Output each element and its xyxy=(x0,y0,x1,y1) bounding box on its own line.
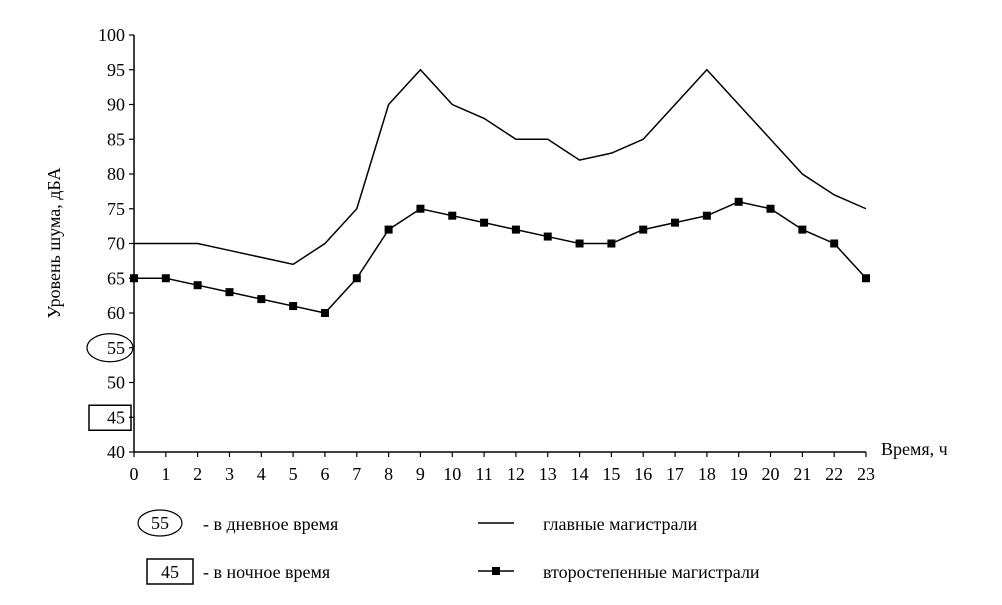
x-tick-label: 1 xyxy=(161,464,170,484)
y-tick-label: 95 xyxy=(107,60,125,80)
x-tick-label: 6 xyxy=(320,464,329,484)
series-2-point xyxy=(862,274,870,283)
x-tick-label: 12 xyxy=(507,464,525,484)
x-tick-label: 19 xyxy=(730,464,748,484)
x-tick-label: 21 xyxy=(793,464,811,484)
x-tick-label: 2 xyxy=(193,464,202,484)
series-2-point xyxy=(511,225,520,234)
x-tick-label: 18 xyxy=(698,464,716,484)
y-tick-label: 75 xyxy=(107,199,125,219)
y-tick-label: 60 xyxy=(107,303,125,323)
series-2-point xyxy=(639,225,648,234)
legend-rect-symbol xyxy=(146,558,194,585)
annotation-label: 45 xyxy=(107,407,125,427)
x-tick-label: 0 xyxy=(130,464,139,484)
legend-square-marker xyxy=(492,567,500,575)
series-2-point xyxy=(225,288,234,297)
threshold-annotations: 55 45 xyxy=(86,333,134,431)
annotation-label: 55 xyxy=(107,338,125,358)
series-2-point xyxy=(671,218,680,227)
series-2-point xyxy=(734,197,743,206)
x-tick-label: 9 xyxy=(416,464,425,484)
y-tick-label: 70 xyxy=(107,234,125,254)
y-tick-label: 85 xyxy=(107,129,125,149)
legend-ellipse-symbol xyxy=(137,509,183,537)
series-2-point xyxy=(416,204,425,213)
series xyxy=(130,68,870,317)
y-tick-label: 40 xyxy=(107,442,125,462)
series-2-point xyxy=(448,211,457,220)
legend-item-label: - в ночное время xyxy=(203,562,330,582)
legend-item: второстепенные магистрали xyxy=(478,562,760,582)
annotation-rect xyxy=(88,404,132,431)
x-tick-label: 11 xyxy=(475,464,492,484)
x-tick-label: 7 xyxy=(352,464,361,484)
annotation-ellipse xyxy=(86,333,134,363)
series-2-point xyxy=(320,309,329,317)
x-tick-label: 23 xyxy=(857,464,875,484)
x-tick-label: 16 xyxy=(634,464,652,484)
y-tick-label: 50 xyxy=(107,373,125,393)
x-tick-label: 13 xyxy=(539,464,557,484)
series-2-point xyxy=(352,274,361,283)
y-tick-label: 90 xyxy=(107,95,125,115)
x-axis-ticks: 0 1 2 3 4 5 6 7 8 9 10 11 12 13 14 15 16 17 18 19 20 21 22 23 xyxy=(130,452,875,484)
x-tick-label: 14 xyxy=(571,464,589,484)
axes xyxy=(133,35,866,453)
series-2-point xyxy=(766,204,775,213)
y-tick-label: 65 xyxy=(107,268,125,288)
series-2-point xyxy=(257,295,266,304)
y-axis-ticks: 40 50 60 65 70 75 80 85 90 95 100 xyxy=(98,25,134,462)
series-line-1 xyxy=(134,68,867,266)
series-2-point xyxy=(607,239,616,248)
legend-symbol-text: 45 xyxy=(161,562,179,582)
series-line-2 xyxy=(134,201,867,314)
series-2-point xyxy=(575,239,584,248)
series-2-point xyxy=(193,281,202,290)
legend-item-label: - в дневное время xyxy=(203,514,338,534)
x-tick-label: 10 xyxy=(443,464,461,484)
y-tick-label: 80 xyxy=(107,164,125,184)
x-tick-label: 15 xyxy=(602,464,620,484)
legend-item: 55 - в дневное время xyxy=(137,509,338,537)
x-tick-label: 17 xyxy=(666,464,684,484)
x-axis-title: Время, ч xyxy=(881,439,948,459)
series-2-point xyxy=(130,274,138,283)
series-2-point xyxy=(384,225,393,234)
series-2-point xyxy=(480,218,489,227)
series-2-point xyxy=(161,274,170,283)
series-2-point xyxy=(702,211,711,220)
legend-item-label: главные магистрали xyxy=(543,514,698,534)
x-tick-label: 20 xyxy=(762,464,780,484)
x-tick-label: 3 xyxy=(225,464,234,484)
y-axis-title: Уровень шума, дБА xyxy=(44,167,64,318)
legend-item: главные магистрали xyxy=(478,514,698,534)
legend-item-label: второстепенные магистрали xyxy=(543,562,760,582)
legend-item: 45 - в ночное время xyxy=(146,558,330,585)
x-tick-label: 8 xyxy=(384,464,393,484)
y-tick-label: 100 xyxy=(98,25,125,45)
series-2-point xyxy=(798,225,807,234)
x-tick-label: 5 xyxy=(289,464,298,484)
series-2-point xyxy=(543,232,552,241)
legend: 55 - в дневное время 45 - в ночное время гла… xyxy=(137,509,760,585)
series-2-point xyxy=(830,239,839,248)
legend-symbol-text: 55 xyxy=(151,513,169,533)
x-tick-label: 4 xyxy=(257,464,266,484)
x-tick-label: 22 xyxy=(825,464,843,484)
series-2-point xyxy=(289,302,298,311)
